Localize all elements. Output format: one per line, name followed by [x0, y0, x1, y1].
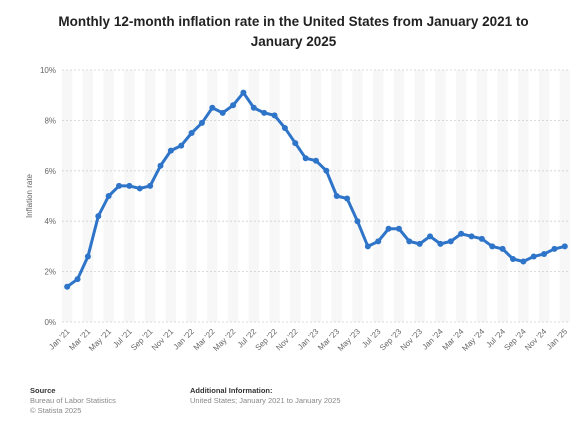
band — [227, 70, 239, 322]
point — [395, 225, 402, 232]
band — [310, 70, 322, 322]
band — [352, 70, 363, 322]
x-tick-label: May '21 — [87, 327, 113, 353]
point — [74, 276, 81, 283]
x-tick-label: May '22 — [211, 327, 237, 353]
point — [240, 89, 247, 96]
x-tick-label: Nov '22 — [274, 327, 300, 353]
point — [520, 258, 527, 265]
point — [292, 140, 299, 147]
band — [373, 70, 384, 322]
point — [541, 250, 548, 257]
point — [416, 240, 423, 247]
x-tick-label: Nov '23 — [399, 327, 425, 353]
point — [167, 147, 174, 154]
copyright: © Statista 2025 — [30, 406, 82, 415]
point — [344, 195, 351, 202]
y-tick-label: 0% — [44, 318, 56, 327]
band — [62, 70, 73, 322]
band — [165, 70, 177, 322]
point — [385, 225, 392, 232]
point — [178, 142, 185, 149]
band — [124, 70, 135, 322]
y-axis-label: Inflation rate — [25, 173, 34, 218]
source-block: Source Bureau of Labor Statistics © Stat… — [30, 386, 116, 416]
info-block: Additional Information: United States; J… — [190, 386, 341, 406]
band — [518, 70, 529, 322]
point — [375, 238, 382, 245]
point — [261, 109, 268, 116]
point — [354, 218, 361, 225]
point — [198, 119, 205, 126]
y-tick-label: 6% — [44, 167, 56, 176]
point — [499, 245, 506, 252]
point — [126, 182, 133, 189]
band — [82, 70, 94, 322]
y-tick-label: 8% — [44, 116, 56, 125]
band — [144, 70, 156, 322]
point — [489, 243, 496, 250]
point — [447, 238, 454, 245]
point — [147, 182, 154, 189]
point — [302, 155, 309, 162]
point — [281, 124, 288, 131]
point — [478, 235, 485, 242]
band — [476, 70, 488, 322]
point — [64, 283, 71, 290]
x-tick-label: Nov '24 — [523, 327, 549, 353]
point — [437, 240, 444, 247]
point — [105, 193, 112, 199]
band — [269, 70, 280, 322]
info: United States; January 2021 to January 2… — [190, 396, 341, 405]
point — [427, 233, 434, 240]
point — [406, 238, 413, 245]
band — [393, 70, 405, 322]
band — [435, 70, 446, 322]
point — [333, 193, 340, 199]
band — [538, 70, 550, 322]
point — [95, 213, 102, 220]
point — [209, 104, 216, 111]
point — [219, 109, 226, 116]
point — [157, 162, 164, 169]
band — [207, 70, 218, 322]
y-tick-label: 4% — [44, 217, 56, 226]
chart-title: Monthly 12-month inflation rate in the U… — [58, 14, 529, 49]
point — [458, 230, 465, 237]
x-tick-label: May '24 — [460, 327, 486, 353]
point — [364, 243, 371, 250]
point — [468, 233, 475, 240]
point — [509, 256, 516, 262]
band — [559, 70, 570, 322]
x-tick-label: Nov '21 — [150, 327, 176, 353]
point — [530, 253, 537, 260]
band — [497, 70, 508, 322]
point — [84, 253, 91, 260]
y-tick-label: 10% — [40, 66, 56, 75]
y-tick-label: 2% — [44, 268, 56, 277]
point — [561, 243, 568, 250]
x-tick-label: May '23 — [336, 327, 362, 353]
point — [116, 182, 123, 189]
band — [248, 70, 259, 322]
source-heading: Source — [30, 386, 56, 395]
point — [136, 185, 143, 192]
point — [271, 112, 278, 119]
point — [313, 157, 319, 164]
source: Bureau of Labor Statistics — [30, 396, 116, 405]
band — [455, 70, 467, 322]
point — [323, 167, 330, 174]
info-heading: Additional Information: — [190, 386, 273, 395]
point — [188, 130, 195, 136]
x-tick-label: Jan '25 — [545, 327, 570, 352]
band — [186, 70, 197, 322]
point — [250, 104, 257, 111]
band — [414, 70, 425, 322]
point — [230, 102, 237, 109]
band — [290, 70, 301, 322]
point — [551, 245, 558, 252]
